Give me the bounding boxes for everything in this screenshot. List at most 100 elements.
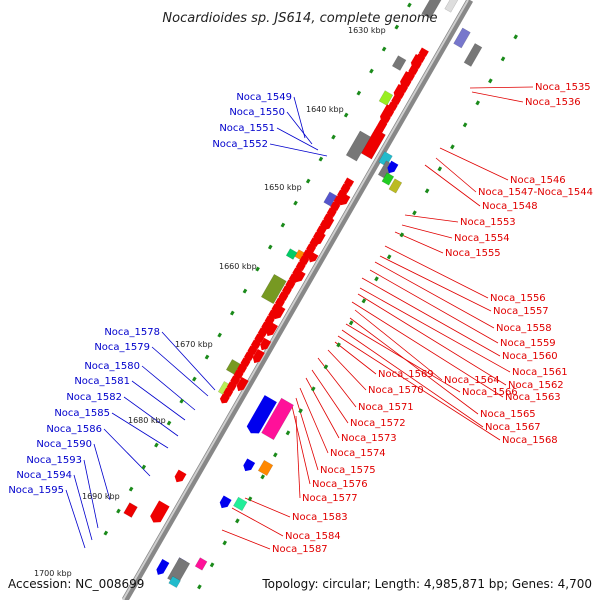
label-connector xyxy=(349,317,479,415)
gene-feature xyxy=(168,575,181,589)
gene-feature xyxy=(453,27,471,49)
gene-arrow xyxy=(285,279,296,290)
label-connector xyxy=(379,255,492,312)
tick-dot xyxy=(336,342,341,348)
gene-arrow xyxy=(246,395,277,434)
gene-label-left: Noca_1593 xyxy=(26,455,82,466)
gene-feature xyxy=(194,557,208,571)
gene-feature xyxy=(378,90,394,106)
tick-dot xyxy=(348,320,354,326)
tick-dot xyxy=(323,364,329,370)
gene-arrow xyxy=(292,267,303,278)
gene-arrow xyxy=(387,101,398,112)
gene-arrow xyxy=(387,160,399,174)
tick-dot xyxy=(407,2,412,8)
gene-label-right: Noca_1567 xyxy=(485,422,541,433)
label-connector xyxy=(354,309,443,381)
gene-label-left: Noca_1582 xyxy=(66,392,122,403)
gene-arrow xyxy=(326,207,337,218)
label-connector xyxy=(286,111,313,145)
gene-label-right: Noca_1547-Noca_1544 xyxy=(478,187,593,198)
tick-dot xyxy=(293,200,298,206)
gene-label-left: Noca_1580 xyxy=(84,361,140,372)
tick-dot xyxy=(192,376,197,382)
tick-dot xyxy=(179,398,185,404)
gene-arrow xyxy=(243,458,256,472)
gene-label-left: Noca_1590 xyxy=(36,439,92,450)
gene-arrow xyxy=(418,47,429,58)
gene-arrow xyxy=(316,225,327,236)
gene-arrow xyxy=(264,315,275,326)
label-connector xyxy=(65,489,86,549)
label-connector xyxy=(111,412,169,449)
gene-label-right: Noca_1554 xyxy=(454,233,510,244)
gene-arrow xyxy=(377,119,388,130)
gene-arrow xyxy=(250,339,261,350)
gene-label-right: Noca_1570 xyxy=(368,385,424,396)
tick-dot xyxy=(285,430,291,436)
label-connector xyxy=(293,96,306,139)
label-connector xyxy=(424,164,481,207)
kbp-label: 1680 kbp xyxy=(128,416,166,425)
gene-arrow xyxy=(257,327,268,338)
gene-feature xyxy=(391,55,407,71)
gene-label-right: Noca_1565 xyxy=(480,409,536,420)
gene-label-right: Noca_1575 xyxy=(320,465,376,476)
backbone xyxy=(121,0,474,600)
gene-label-left: Noca_1581 xyxy=(74,376,130,387)
kbp-label: 1670 kbp xyxy=(175,340,213,349)
gene-arrow xyxy=(226,381,237,392)
gene-feature xyxy=(378,151,393,167)
label-connector xyxy=(361,277,501,357)
kbp-label: 1690 kbp xyxy=(82,492,120,501)
tick-dot xyxy=(103,530,109,536)
gene-arrow xyxy=(411,59,422,70)
tick-dot xyxy=(255,266,260,272)
gene-feature xyxy=(257,459,274,476)
gene-label-right: Noca_1569 xyxy=(378,369,434,380)
gene-label-left: Noca_1594 xyxy=(16,470,72,481)
gene-arrow xyxy=(282,285,292,296)
kbp-label: 1660 kbp xyxy=(219,262,257,271)
gene-arrow xyxy=(219,495,232,509)
gene-arrow xyxy=(247,345,258,356)
tick-dot xyxy=(437,166,443,172)
gene-arrow xyxy=(252,348,265,364)
label-connector xyxy=(244,497,291,518)
gene-arrow xyxy=(330,201,341,212)
gene-arrow xyxy=(236,376,249,392)
gene-feature xyxy=(444,0,463,13)
gene-feature xyxy=(285,248,298,260)
gene-arrow xyxy=(333,195,344,206)
backbone-highlight xyxy=(122,0,469,600)
gene-arrow xyxy=(268,309,279,320)
gene-arrow xyxy=(337,189,348,200)
label-connector xyxy=(401,224,453,239)
gene-label-right: Noca_1568 xyxy=(502,435,558,446)
label-connector xyxy=(369,269,499,344)
gene-arrow xyxy=(374,125,384,136)
tick-dots xyxy=(103,2,518,590)
gene-label-right: Noca_1563 xyxy=(505,392,561,403)
gene-arrow xyxy=(398,83,409,94)
gene-arrow xyxy=(237,363,248,374)
gene-arrow xyxy=(240,357,251,368)
gene-arrow xyxy=(408,65,419,76)
gene-label-right: Noca_1577 xyxy=(302,493,358,504)
label-connector xyxy=(83,459,99,529)
gene-arrow xyxy=(278,291,289,302)
tick-dot xyxy=(204,354,210,360)
tick-dot xyxy=(381,46,387,52)
map-title: Nocardioides sp. JS614, complete genome xyxy=(162,11,437,26)
gene-label-left: Noca_1550 xyxy=(229,107,285,118)
gene-arrow xyxy=(156,559,170,575)
gene-label-right: Noca_1556 xyxy=(490,293,546,304)
tick-dot xyxy=(267,244,273,250)
gene-label-right: Noca_1573 xyxy=(341,433,397,444)
gene-label-right: Noca_1564 xyxy=(444,375,500,386)
gene-arrow xyxy=(313,231,324,242)
gene-arrow xyxy=(299,255,310,266)
gene-feature xyxy=(345,130,371,162)
label-connector xyxy=(131,380,186,421)
